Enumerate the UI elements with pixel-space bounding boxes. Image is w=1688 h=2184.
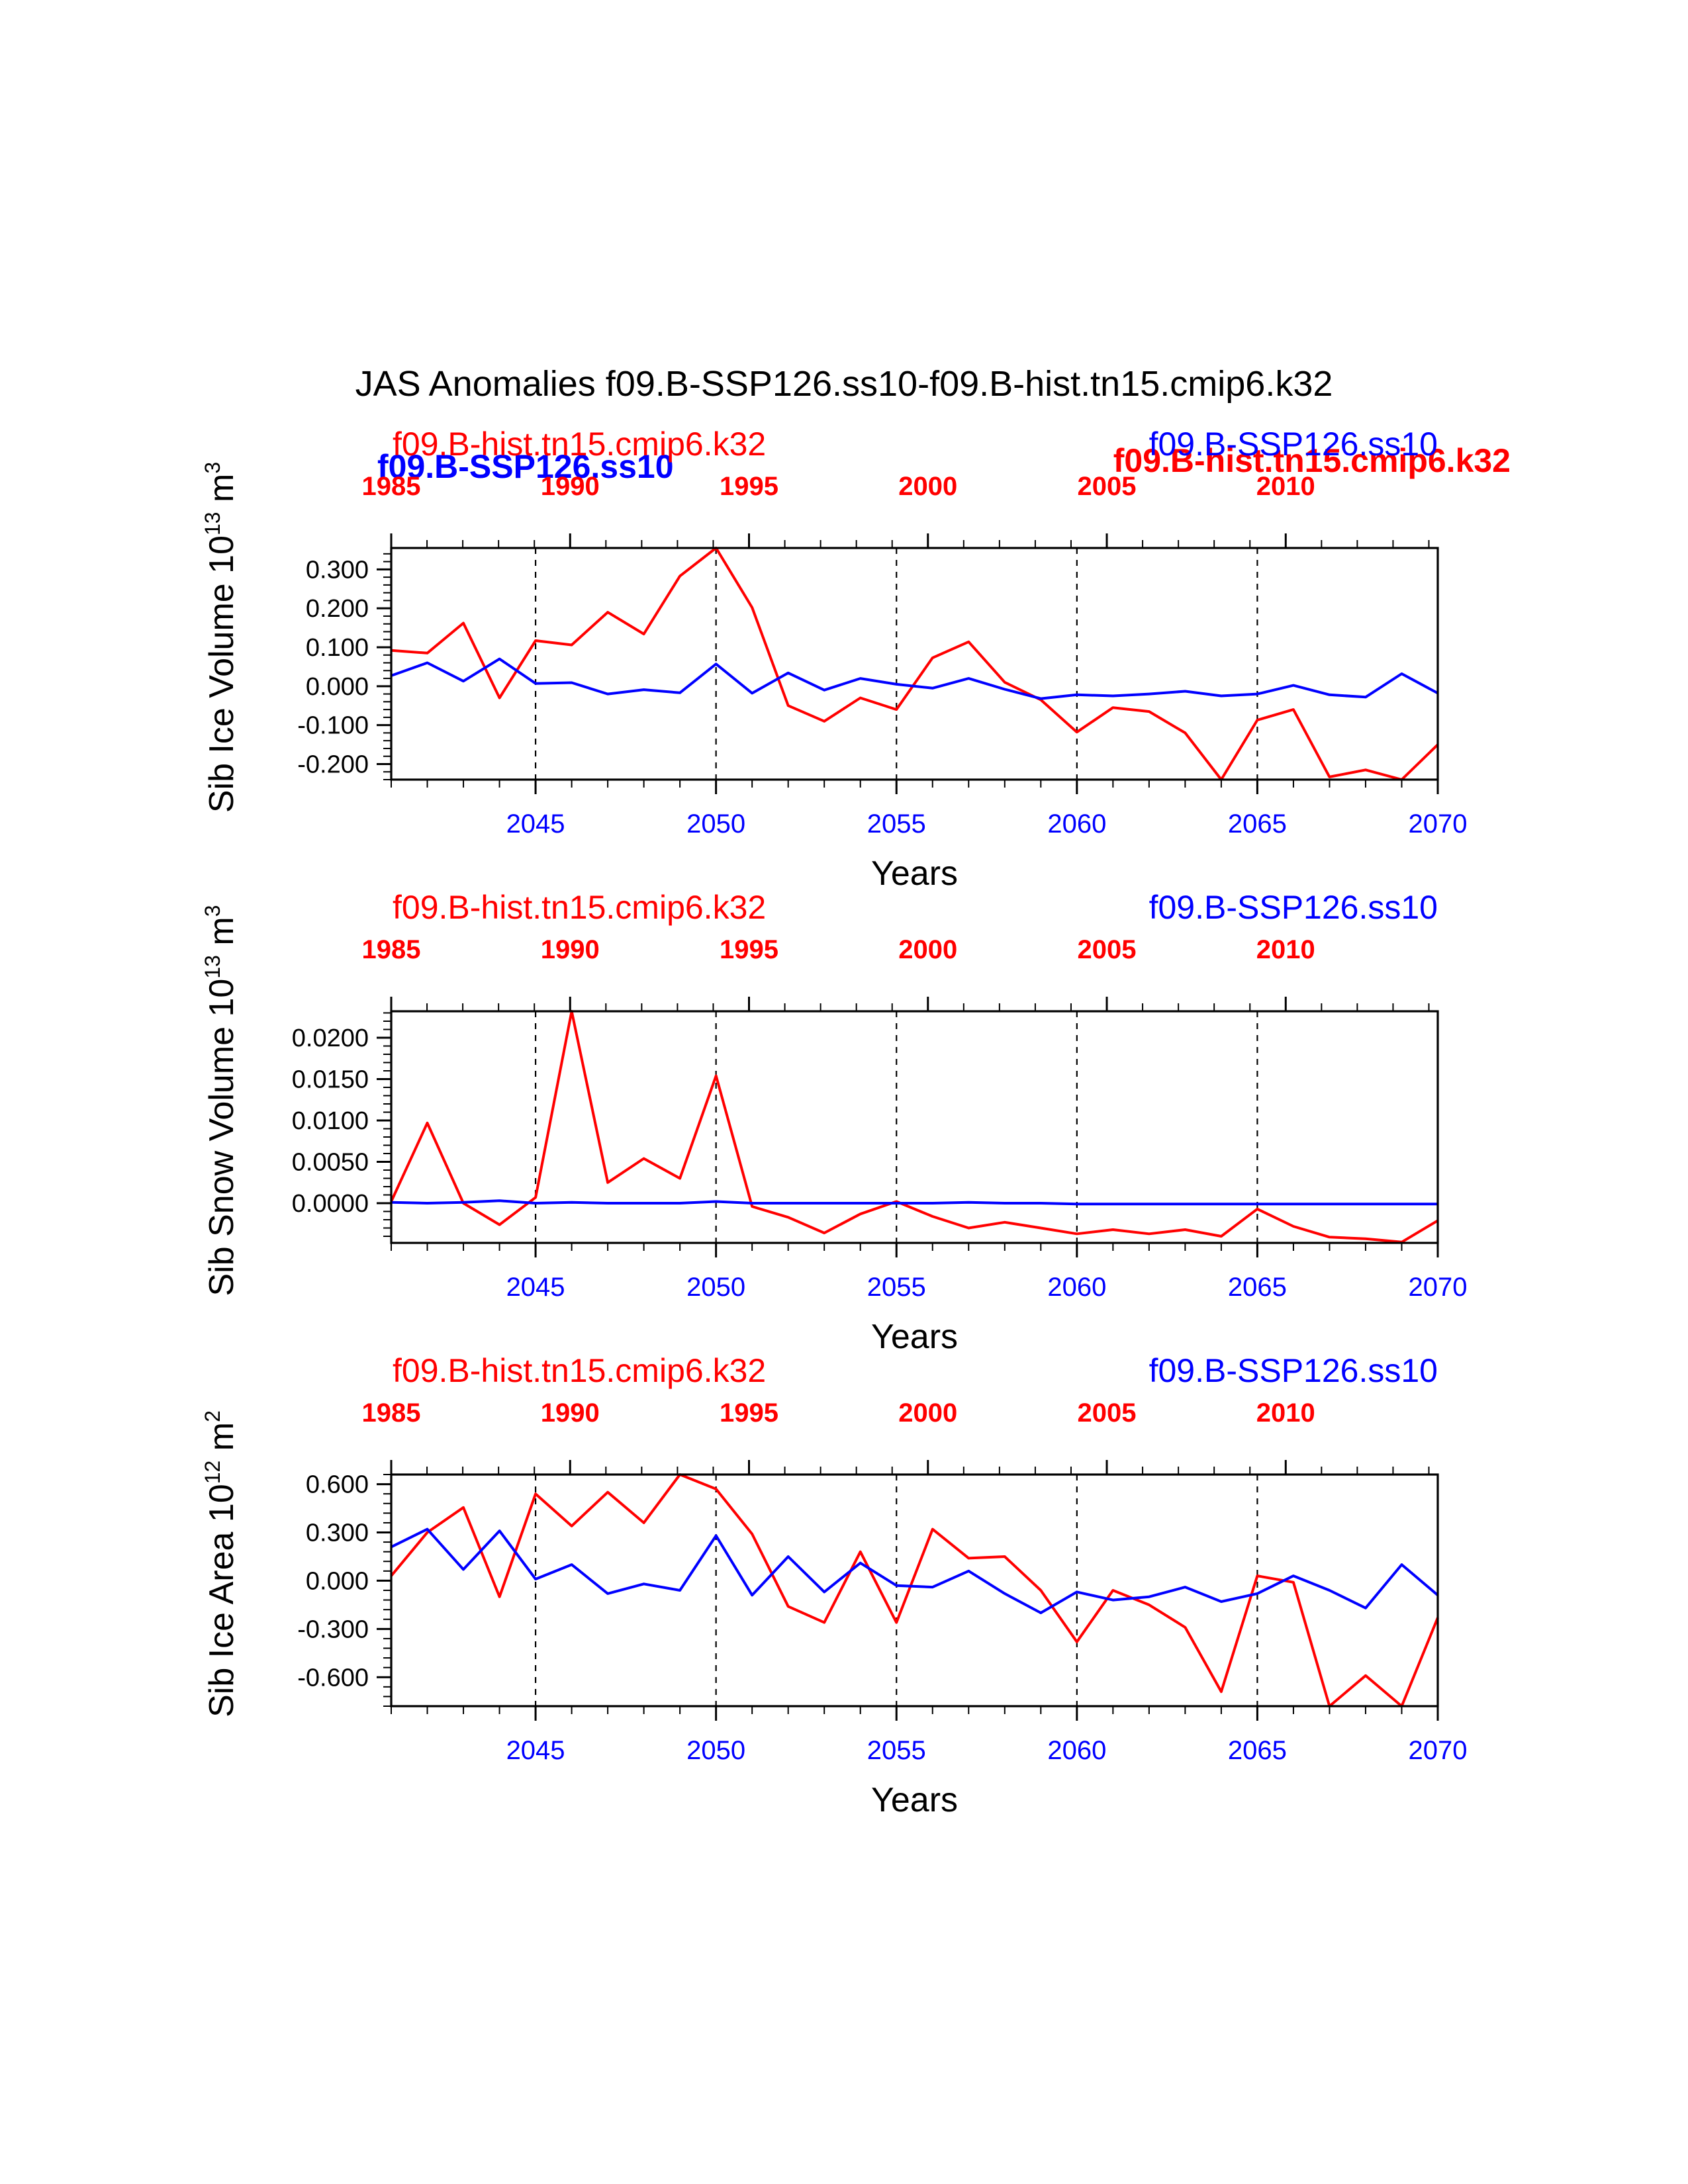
x-tick-label: 2050 [686,1736,745,1765]
figure-title: JAS Anomalies f09.B-SSP126.ss10-f09.B-hi… [355,364,1333,404]
x-tick-label: 2070 [1409,809,1468,839]
y-tick-label: 0.000 [306,673,369,701]
series-line-ssp [391,657,1438,700]
y-tick-label: -0.200 [297,751,369,778]
top-tick-label: 2010 [1256,935,1315,964]
x-tick-label: 2070 [1409,1736,1468,1765]
top-tick-label: 1990 [541,472,600,501]
x-tick-label: 2055 [867,809,926,839]
top-tick-label: 2000 [898,1398,957,1428]
legend-ssp: f09.B-SSP126.ss10 [1149,426,1438,463]
x-tick-label: 2070 [1409,1273,1468,1302]
top-tick-label: 1995 [720,1398,778,1428]
plot-frame [390,1473,1439,1707]
x-tick-label: 2050 [686,809,745,839]
y-axis-title: Sib Ice Area 1012 m2 [201,1410,241,1717]
series-line-hist [390,1010,1439,1244]
y-axis-title: Sib Ice Volume 1013 m3 [201,462,241,813]
y-tick-label: 0.000 [306,1567,369,1595]
top-tick-label: 1995 [720,935,778,964]
x-tick-label: 2045 [506,1736,565,1765]
x-axis-title: Years [871,1781,958,1819]
x-tick-label: 2060 [1047,809,1106,839]
y-tick-label: -0.300 [297,1615,369,1643]
y-tick-label: 0.300 [306,556,369,584]
overlap-label-hist-right: f09.B-hist.tn15.cmip6.k32 [1113,442,1511,479]
x-tick-label: 2055 [867,1273,926,1302]
top-tick-label: 1990 [541,1398,600,1428]
x-tick-label: 2065 [1228,809,1287,839]
top-tick-label: 2005 [1078,472,1137,501]
top-tick-label: 2010 [1256,472,1315,501]
y-tick-label: 0.100 [306,634,369,662]
legend-hist: f09.B-hist.tn15.cmip6.k32 [393,426,766,463]
y-tick-label: 0.200 [306,595,369,623]
legend-ssp: f09.B-SSP126.ss10 [1149,1352,1438,1389]
y-tick-label: 0.0000 [292,1190,369,1218]
x-axis-title: Years [871,854,958,893]
panel-3: 0.600 0.300 0.000 -0.300 -0.600 2045 2050 2055 2… [201,1352,1467,1819]
x-tick-label: 2045 [506,809,565,839]
y-tick-label: -0.600 [297,1664,369,1692]
overlap-label-ssp-left: f09.B-SSP126.ss10 [377,448,674,485]
top-tick-label: 1985 [362,935,421,964]
x-tick-label: 2055 [867,1736,926,1765]
y-tick-label: 0.0150 [292,1066,369,1094]
y-tick-label: 0.0100 [292,1107,369,1135]
y-tick-label: -0.100 [297,712,369,740]
x-tick-label: 2060 [1047,1273,1106,1302]
series-line-hist [390,1473,1439,1707]
y-tick-label: 0.0200 [292,1024,369,1052]
x-tick-label: 2060 [1047,1736,1106,1765]
top-tick-label: 2010 [1256,1398,1315,1428]
y-tick-label: 0.0050 [292,1149,369,1177]
legend-ssp: f09.B-SSP126.ss10 [1149,889,1438,926]
plot-frame [390,547,1439,781]
y-axis-title: Sib Snow Volume 1013 m3 [201,905,241,1296]
legend-hist: f09.B-hist.tn15.cmip6.k32 [393,889,766,926]
top-tick-label: 2005 [1078,935,1137,964]
top-tick-label: 1985 [362,1398,421,1428]
top-tick-label: 1985 [362,472,421,501]
top-tick-label: 1995 [720,472,778,501]
series-line-hist [391,547,1439,781]
y-tick-label: 0.300 [306,1520,369,1547]
x-tick-label: 2065 [1228,1736,1287,1765]
series-line-ssp [391,1199,1438,1206]
x-tick-label: 2045 [506,1273,565,1302]
x-tick-label: 2050 [686,1273,745,1302]
legend-hist: f09.B-hist.tn15.cmip6.k32 [393,1352,766,1389]
top-tick-label: 2000 [898,935,957,964]
panel-1: 0.300 0.200 0.100 0.000 -0.100 -0.200 2045 2050… [201,426,1467,893]
series-line-ssp [391,1527,1439,1614]
panel-2: 0.0200 0.0150 0.0100 0.0050 0.0000 2045 2050 20… [201,889,1467,1356]
x-axis-title: Years [871,1318,958,1356]
top-tick-label: 2005 [1078,1398,1137,1428]
x-tick-label: 2065 [1228,1273,1287,1302]
top-tick-label: 1990 [541,935,600,964]
y-tick-label: 0.600 [306,1471,369,1499]
top-tick-label: 2000 [898,472,957,501]
plot-frame [390,1010,1439,1244]
panels: 0.300 0.200 0.100 0.000 -0.100 -0.200 2045 2050… [201,426,1467,1819]
